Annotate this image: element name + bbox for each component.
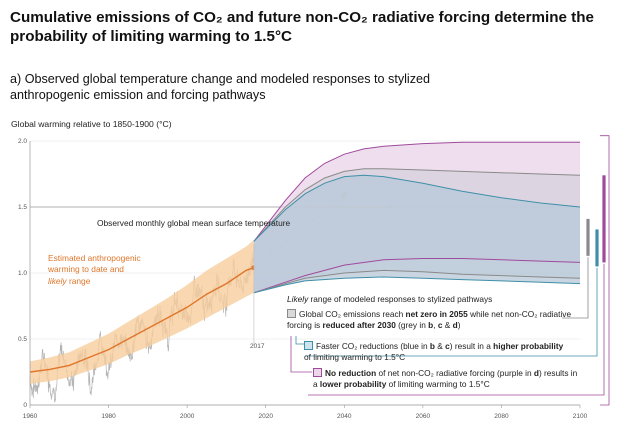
page-title: Cumulative emissions of CO₂ and future n… [10,9,594,45]
blue-upper-line [253,174,581,242]
grey-swatch [287,309,296,318]
estimated-likely-band [30,240,254,384]
purple-lower-line [253,258,581,294]
y-tick-label: 1.5 [18,204,27,211]
x-tick-label: 1980 [101,413,116,420]
panel-subtitle: a) Observed global temperature change an… [10,72,431,102]
purple-leader-start [290,336,312,373]
grey-upper-line [253,168,581,242]
observed-label-line1: Observed monthly global mean surface tem… [97,218,291,228]
legend-leaders [290,257,605,396]
y-axis-label: Global warming relative to 1850-1900 (°C… [11,119,172,129]
purple-swatch [313,368,322,377]
purple-leader-line [308,263,605,396]
right-range-bar-purple [602,175,606,263]
y-tick-label: 0.5 [18,336,27,343]
blue-leader-start [295,336,304,345]
estimated-label-line2: warming to date and [47,264,124,274]
right-range-bar-grey [586,218,590,256]
blue-leader-line [305,267,598,357]
x-tick-label: 2100 [573,413,588,420]
purple-upper-line [253,141,580,242]
blue-range-fill [253,175,580,293]
y-tick-label: 1.0 [18,270,27,277]
x-tick-label: 2040 [337,413,352,420]
estimated-label-line1: Estimated anthropogenic [48,253,141,263]
x-tick-label: 2080 [494,413,509,420]
grey-lower-line [253,269,581,294]
year-2017-label: 2017 [250,343,265,350]
y-tick-label: 0 [23,402,27,409]
x-tick-label: 2060 [416,413,431,420]
grey-leader-line [562,257,589,319]
x-tick-label: 1960 [23,413,38,420]
estimated-warming-line [29,267,255,373]
legend-item-purple: No reduction of net non-CO₂ radiative fo… [313,368,578,389]
legend-item-blue: Faster CO₂ reductions (blue in b & c) re… [304,341,564,362]
right-range-bar-blue [595,229,599,267]
legend-heading: Likely range of modeled responses to sty… [287,294,493,304]
blue-lower-line [253,276,581,294]
modeled-ranges [253,135,610,406]
purple-bracket [600,135,610,406]
x-tick-label: 2020 [258,413,273,420]
y-tick-label: 2.0 [18,138,27,145]
axes: 0 0.5 1.0 1.5 2.0 1960 1980 2000 2020 2040 2060 208… [18,138,588,420]
x-tick-label: 2000 [180,413,195,420]
blue-swatch [304,341,313,350]
estimated-label-line3: likely range [48,276,91,286]
annotations: Observed monthly global mean surface tem… [47,218,291,350]
legend-item-grey: Global CO₂ emissions reach net zero in 2… [287,309,572,330]
